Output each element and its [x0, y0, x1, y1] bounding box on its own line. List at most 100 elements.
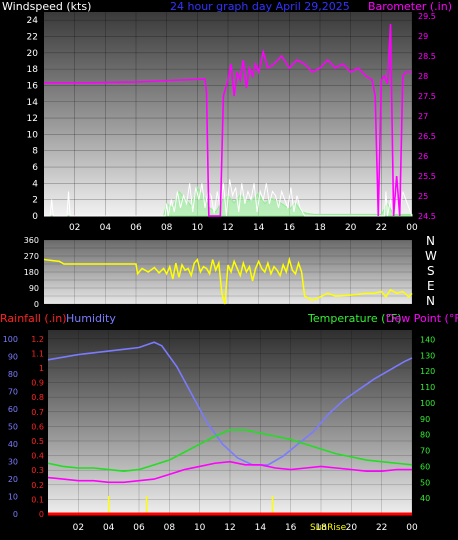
axis-labels: 02468101214161820222424.52525.52626.5272…	[3, 12, 436, 533]
time-tick-label: 00	[406, 523, 418, 533]
time-tick-label: 12	[222, 223, 233, 233]
windspeed-tick-label: 10	[27, 130, 39, 140]
barometer-tick-label: 26	[418, 152, 428, 161]
temperature-tick-label: 110	[420, 383, 435, 392]
time-tick-label: 22	[376, 223, 387, 233]
temperature-tick-label: 40	[420, 494, 430, 503]
rainfall-tick-label: 1	[39, 364, 44, 373]
time-tick-label: 12	[224, 523, 235, 533]
rainfall-tick-label: 0.4	[31, 452, 44, 461]
barometer-tick-label: 27	[418, 112, 428, 121]
temperature-line	[47, 429, 413, 472]
time-tick-label: 06	[130, 223, 142, 233]
barometer-axis-title: Barometer (.in)	[368, 0, 452, 13]
rainfall-axis-title: Rainfall (.in)	[0, 312, 67, 325]
time-tick-label: 04	[103, 523, 115, 533]
time-tick-label: 18	[314, 223, 326, 233]
direction-tick-label: 270	[24, 252, 39, 261]
rainfall-tick-label: 1.1	[31, 349, 44, 358]
rainfall-tick-label: 0.8	[31, 393, 44, 402]
direction-tick-label: 0	[34, 300, 39, 309]
windspeed-tick-label: 8	[32, 147, 38, 157]
humidity-tick-label: 50	[8, 422, 18, 431]
grid-lines	[44, 12, 413, 515]
time-tick-label: 08	[161, 223, 173, 233]
compass-s: S	[427, 264, 435, 278]
temp-hum-plot-area	[48, 330, 412, 514]
windspeed-tick-label: 12	[27, 114, 38, 124]
time-tick-label: 02	[69, 223, 80, 233]
windspeed-tick-label: 24	[27, 16, 39, 26]
humidity-tick-label: 0	[13, 510, 18, 519]
dewpoint-line	[47, 460, 412, 484]
windspeed-tick-label: 22	[27, 32, 38, 42]
dewpoint-axis-title: Dew Point (°F)	[386, 312, 458, 325]
time-tick-label: 06	[133, 523, 145, 533]
windspeed-tick-label: 2	[32, 196, 38, 206]
time-tick-label: 14	[255, 523, 267, 533]
compass-e: E	[427, 279, 435, 293]
compass-w: W	[425, 249, 437, 263]
humidity-tick-label: 80	[8, 370, 18, 379]
time-tick-label: 20	[345, 223, 357, 233]
humidity-tick-label: 10	[8, 492, 18, 501]
rainfall-tick-label: 0	[39, 510, 44, 519]
wind-baro-series	[44, 23, 413, 217]
barometer-tick-label: 26.5	[418, 132, 436, 141]
humidity-axis-title: Humidity	[66, 312, 116, 325]
compass-n-bottom: N	[426, 294, 435, 308]
time-tick-label: 10	[192, 223, 204, 233]
rainfall-tick-label: 1.2	[31, 335, 44, 344]
barometer-tick-label: 25	[418, 192, 428, 201]
time-tick-label: 02	[73, 523, 84, 533]
sunrise-label: SunRise	[310, 523, 347, 533]
time-tick-label: 10	[194, 523, 206, 533]
wind-direction-series	[43, 256, 413, 305]
humidity-tick-label: 90	[8, 352, 18, 361]
barometer-tick-label: 28	[418, 72, 428, 81]
time-tick-label: 00	[406, 223, 418, 233]
barometer-line	[44, 23, 412, 217]
humidity-tick-label: 100	[3, 335, 18, 344]
humidity-tick-label: 20	[8, 475, 18, 484]
barometer-tick-label: 29	[418, 32, 428, 41]
temperature-tick-label: 50	[420, 478, 430, 487]
windspeed-tick-label: 20	[27, 49, 39, 59]
temperature-tick-label: 60	[420, 462, 430, 471]
windspeed-tick-label: 18	[27, 65, 39, 75]
temperature-tick-label: 70	[420, 447, 430, 456]
temperature-tick-label: 140	[420, 336, 435, 345]
rainfall-tick-label: 0.2	[31, 481, 44, 490]
barometer-tick-label: 29.5	[418, 12, 436, 21]
direction-tick-label: 180	[24, 268, 39, 277]
windspeed-tick-label: 14	[27, 98, 39, 108]
humidity-tick-label: 60	[8, 405, 18, 414]
time-tick-label: 08	[164, 523, 176, 533]
barometer-tick-label: 24.5	[418, 212, 436, 221]
time-tick-label: 04	[100, 223, 112, 233]
barometer-tick-label: 27.5	[418, 92, 436, 101]
time-tick-label: 14	[253, 223, 265, 233]
temp-hum-series	[47, 341, 413, 516]
time-tick-label: 22	[376, 523, 387, 533]
windspeed-tick-label: 4	[32, 179, 38, 189]
time-tick-label: 18	[315, 523, 327, 533]
compass-n-top: N	[426, 234, 435, 248]
humidity-tick-label: 30	[8, 457, 18, 466]
wind-direction-line	[43, 256, 413, 305]
temperature-tick-label: 120	[420, 367, 435, 376]
rainfall-tick-label: 0.1	[31, 495, 44, 504]
windspeed-tick-label: 0	[32, 212, 38, 222]
windspeed-tick-label: 6	[32, 163, 38, 173]
temperature-tick-label: 130	[420, 351, 435, 360]
wind-baro-plot-area	[44, 12, 412, 216]
rainfall-tick-label: 0.3	[31, 466, 44, 475]
chart-date-title: 24 hour graph day April 29,2025	[170, 0, 350, 13]
barometer-tick-label: 25.5	[418, 172, 436, 181]
rainfall-tick-label: 0.9	[31, 379, 44, 388]
humidity-tick-label: 40	[8, 440, 18, 449]
time-tick-label: 16	[284, 223, 296, 233]
time-tick-label: 16	[285, 523, 297, 533]
